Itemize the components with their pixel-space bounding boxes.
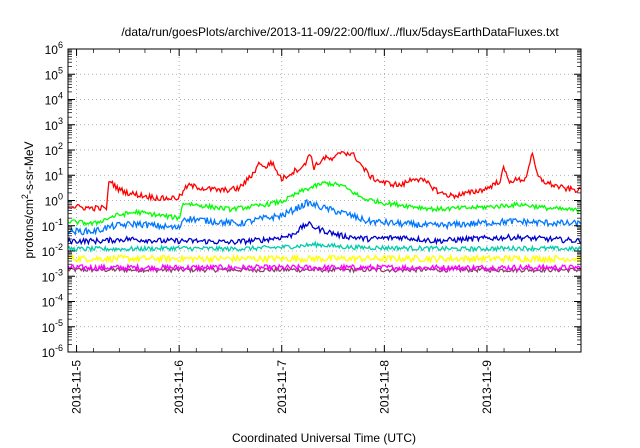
- x-axis-label: Coordinated Universal Time (UTC): [232, 431, 416, 445]
- series-line: [67, 240, 581, 253]
- y-tick-label: 103: [45, 116, 63, 133]
- series-line: [67, 253, 582, 265]
- y-tick-label: 102: [45, 141, 63, 158]
- y-tick-label: 10-3: [42, 267, 63, 284]
- series-line: [67, 220, 582, 246]
- y-tick-label: 100: [45, 192, 63, 209]
- y-tick-label: 105: [45, 65, 63, 82]
- series-line: [67, 150, 581, 212]
- y-tick-label: 10-4: [42, 293, 63, 310]
- x-tick-label: 2013-11-7: [275, 360, 289, 414]
- x-tick-label: 2013-11-8: [377, 360, 391, 414]
- y-tick-label: 10-2: [42, 242, 63, 259]
- chart-title: /data/run/goesPlots/archive/2013-11-09/2…: [121, 25, 559, 39]
- x-tick-label: 2013-11-9: [480, 360, 494, 414]
- y-axis: 106 105 104 103 102 101 100 10-1 10-2 10-3 10-4 10-…: [42, 40, 581, 360]
- y-tick-label: 10-1: [42, 217, 63, 234]
- series-line: [67, 262, 582, 273]
- y-tick-label: 104: [45, 91, 63, 108]
- y-tick-label: 10-5: [42, 318, 63, 335]
- series-layer: [67, 150, 582, 274]
- y-tick-label: 101: [45, 166, 63, 183]
- y-axis-label: protons/cm2-s-sr-MeV: [20, 141, 36, 258]
- series-line: [67, 180, 581, 227]
- grid-lines: [68, 49, 581, 352]
- x-axis: 2013-11-5 2013-11-6 2013-11-7 2013-11-8 2013…: [70, 49, 556, 414]
- y-tick-label: 10-6: [42, 343, 63, 360]
- series-line: [67, 198, 581, 236]
- x-tick-label: 2013-11-6: [172, 360, 186, 414]
- y-tick-label: 106: [45, 40, 63, 57]
- x-tick-label: 2013-11-5: [70, 360, 84, 414]
